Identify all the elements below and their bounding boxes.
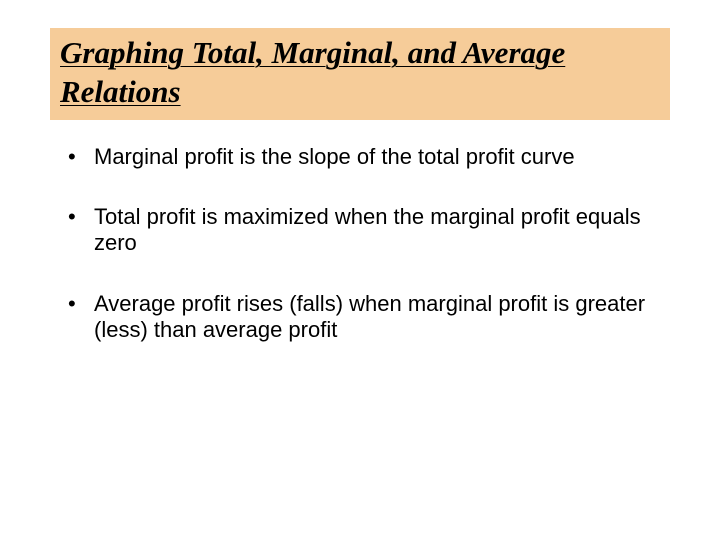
bullet-item: Marginal profit is the slope of the tota… <box>68 144 670 170</box>
slide-title: Graphing Total, Marginal, and Average Re… <box>60 34 660 112</box>
title-box: Graphing Total, Marginal, and Average Re… <box>50 28 670 120</box>
bullet-item: Total profit is maximized when the margi… <box>68 204 670 257</box>
bullet-list: Marginal profit is the slope of the tota… <box>50 144 670 344</box>
bullet-item: Average profit rises (falls) when margin… <box>68 291 670 344</box>
slide-container: Graphing Total, Marginal, and Average Re… <box>0 0 720 540</box>
